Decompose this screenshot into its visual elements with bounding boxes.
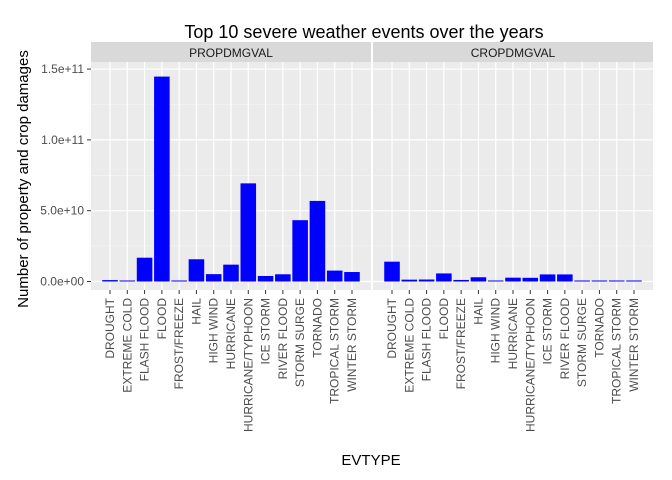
- x-tick-label: STORM SURGE: [293, 298, 307, 387]
- bar-winter-storm: [344, 272, 360, 282]
- bar-drought: [384, 261, 400, 282]
- bar-flash-flood: [136, 257, 153, 282]
- y-tick-label: 1.0e+11: [41, 133, 84, 147]
- chart-title: Top 10 severe weather events over the ye…: [184, 22, 543, 42]
- x-tick-label: ICE STORM: [541, 298, 555, 364]
- bar-hurricane: [223, 264, 239, 282]
- bar-hurricane-typhoon: [522, 277, 539, 282]
- x-tick-label: HURRICANE: [224, 298, 238, 369]
- bar-ice-storm: [257, 275, 274, 282]
- x-axis-title: EVTYPE: [341, 452, 400, 469]
- x-tick-label: TORNADO: [592, 298, 606, 358]
- bar-tornado: [591, 280, 608, 282]
- y-axis-title: Number of property and crop damages: [15, 50, 32, 308]
- x-tick-label: FLOOD: [155, 298, 169, 340]
- x-tick-label: TORNADO: [310, 298, 324, 358]
- panel-cropdmgval: CROPDMGVAL DROUGHT EXTREME COLD FLASH FLOOD…: [373, 42, 653, 432]
- bar-tornado: [309, 200, 326, 282]
- bar-drought: [102, 280, 118, 282]
- x-tick-label: DROUGHT: [385, 297, 399, 358]
- x-tick-label: HAIL: [189, 298, 203, 325]
- x-tick-label: FROST/FREEZE: [172, 298, 186, 389]
- bar-hail: [188, 259, 205, 282]
- x-tick-label: FLOOD: [437, 298, 451, 340]
- bar-hurricane: [505, 277, 521, 282]
- bar-flood: [154, 76, 170, 282]
- x-tick-label: WINTER STORM: [345, 298, 359, 392]
- x-tick-label: FROST/FREEZE: [454, 298, 468, 389]
- x-tick-label: RIVER FLOOD: [276, 298, 290, 380]
- x-tick-label: HURRICANE/TYPHOON: [241, 298, 255, 432]
- bar-storm-surge: [292, 220, 308, 282]
- x-tick-label: RIVER FLOOD: [558, 298, 572, 380]
- x-tick-label: HURRICANE: [506, 298, 520, 369]
- bar-high-wind: [205, 274, 222, 282]
- x-tick-label: ICE STORM: [259, 298, 273, 364]
- x-tick-label: WINTER STORM: [627, 298, 641, 392]
- x-tick-label: FLASH FLOOD: [420, 298, 434, 382]
- x-tick-label: HIGH WIND: [207, 298, 221, 364]
- x-tick-label: FLASH FLOOD: [138, 298, 152, 382]
- x-tick-label: STORM SURGE: [575, 298, 589, 387]
- panel-strip: [91, 42, 371, 62]
- y-axis: 0.0e+00 5.0e+10 1.0e+11 1.5e+11: [40, 62, 91, 289]
- bar-frost-freeze: [453, 279, 469, 282]
- panel-strip-label: PROPDMGVAL: [189, 46, 273, 60]
- panel-strip: [373, 42, 653, 62]
- bar-hurricane-typhoon: [240, 183, 257, 282]
- bar-flash-flood: [418, 279, 435, 282]
- x-tick-label: TROPICAL STORM: [328, 298, 342, 404]
- y-tick-label: 5.0e+10: [40, 204, 84, 218]
- x-tick-label: EXTREME COLD: [120, 298, 134, 393]
- bar-extreme-cold: [401, 279, 418, 282]
- panel-propdmgval: PROPDMGVAL DROUGHT EXTREME COLD FLASH FLOOD…: [91, 42, 371, 432]
- y-tick-label: 1.5e+11: [41, 62, 84, 76]
- bar-storm-surge: [574, 280, 590, 282]
- x-tick-label: DROUGHT: [103, 297, 117, 358]
- x-tick-label: HURRICANE/TYPHOON: [523, 298, 537, 432]
- x-tick-label: HIGH WIND: [489, 298, 503, 364]
- bar-tropical-storm: [608, 280, 625, 282]
- x-tick-label: HAIL: [471, 298, 485, 325]
- bar-frost-freeze: [171, 280, 187, 282]
- bar-tropical-storm: [326, 270, 343, 282]
- bar-hail: [470, 277, 487, 282]
- bar-river-flood: [557, 274, 573, 282]
- bar-flood: [436, 273, 452, 282]
- x-tick-label: EXTREME COLD: [402, 298, 416, 393]
- bar-river-flood: [275, 274, 291, 282]
- bar-ice-storm: [539, 274, 556, 282]
- panel-strip-label: CROPDMGVAL: [471, 46, 556, 60]
- x-tick-label: TROPICAL STORM: [610, 298, 624, 404]
- bar-extreme-cold: [119, 280, 136, 282]
- y-tick-label: 0.0e+00: [40, 275, 84, 289]
- bar-high-wind: [487, 280, 504, 282]
- bar-winter-storm: [626, 280, 642, 282]
